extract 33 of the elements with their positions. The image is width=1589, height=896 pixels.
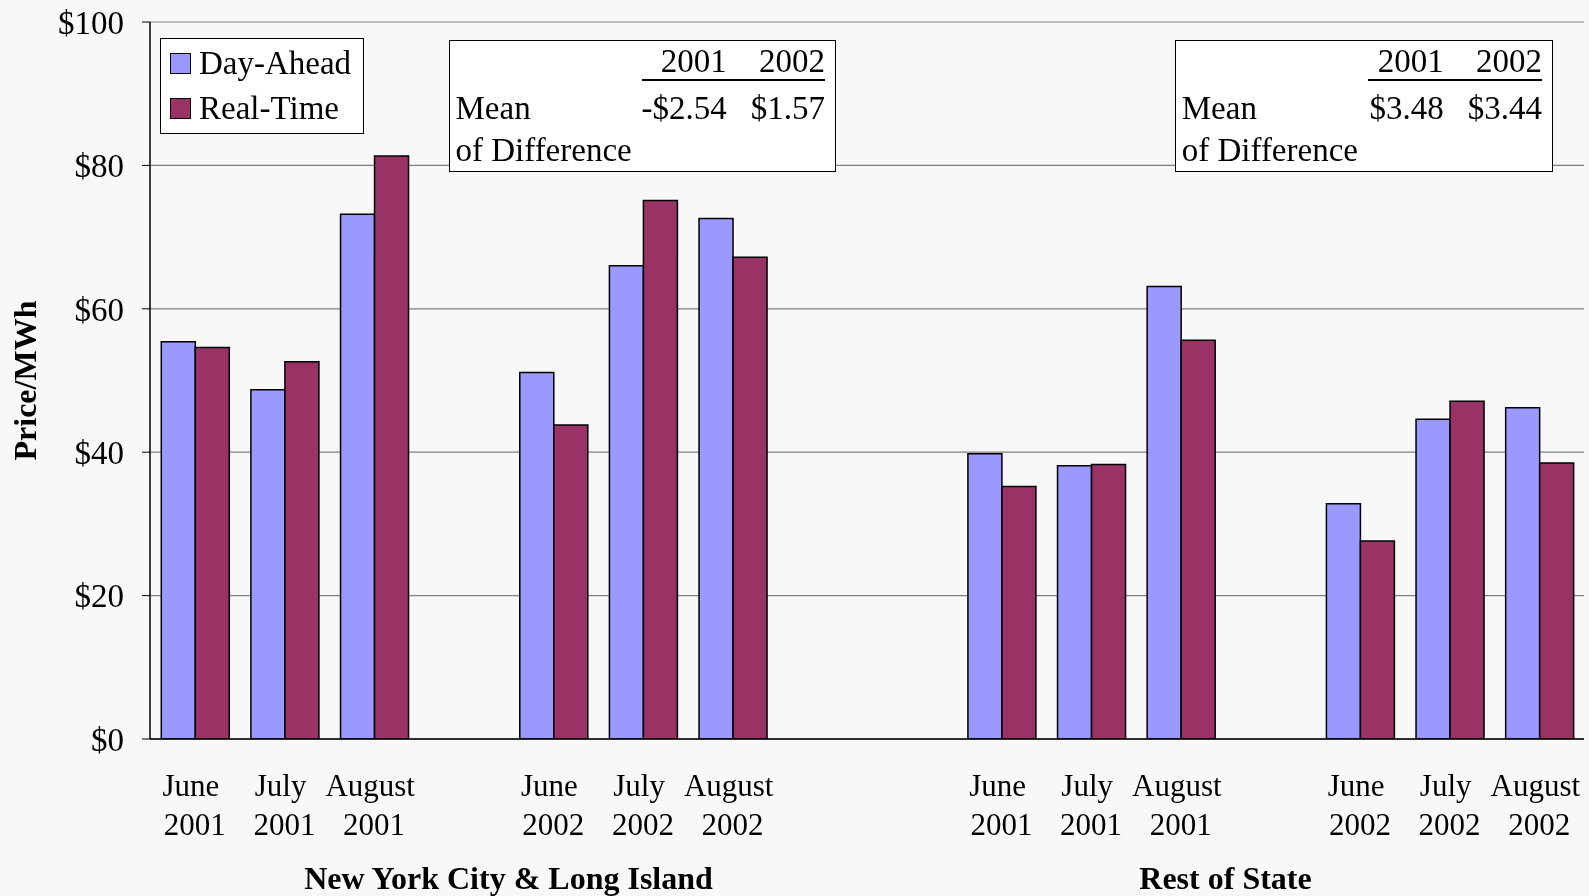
x-axis-title: Rest of State bbox=[1139, 860, 1312, 896]
annotation: $3.44 bbox=[1466, 89, 1542, 128]
annotation: 2002 bbox=[726, 43, 825, 81]
legend-label: Day-Ahead bbox=[199, 44, 352, 83]
annotation: 2001 bbox=[1367, 43, 1444, 81]
annotation: 2002 bbox=[1443, 43, 1542, 81]
x-tick-label: August 2002 bbox=[1490, 768, 1588, 842]
y-tick-label: $0 bbox=[91, 721, 124, 758]
y-axis-title: Price/MWh bbox=[7, 300, 43, 461]
x-tick-label: July 2001 bbox=[253, 768, 316, 842]
x-tick-label: June 2002 bbox=[1327, 768, 1393, 842]
x-tick-label: June 2001 bbox=[162, 768, 228, 842]
y-tick-label: $40 bbox=[74, 434, 124, 471]
x-tick-label: August 2002 bbox=[683, 768, 782, 842]
x-tick-label: July 2002 bbox=[1418, 768, 1481, 842]
legend-label: Real-Time bbox=[199, 89, 339, 128]
x-axis-title: New York City & Long Island bbox=[304, 860, 714, 896]
x-tick-label: June 2002 bbox=[521, 768, 586, 842]
annotation: -$2.54 bbox=[641, 89, 727, 128]
annotation: $1.57 bbox=[749, 89, 825, 128]
y-tick-label: $20 bbox=[74, 578, 124, 615]
y-tick-label: $100 bbox=[58, 4, 124, 41]
y-tick-label: $80 bbox=[74, 148, 124, 185]
annotation: 2001 bbox=[641, 43, 727, 81]
x-tick-label: July 2002 bbox=[611, 768, 674, 842]
x-tick-label: August 2001 bbox=[1132, 768, 1230, 842]
annotation: $3.48 bbox=[1368, 89, 1444, 128]
x-tick-label: July 2001 bbox=[1060, 768, 1123, 842]
text: Mean of Difference bbox=[455, 90, 632, 168]
y-tick-label: $60 bbox=[74, 291, 124, 328]
text: Mean of Difference bbox=[1181, 90, 1358, 168]
x-tick-label: August 2001 bbox=[325, 768, 423, 842]
x-tick-label: June 2001 bbox=[969, 768, 1034, 842]
